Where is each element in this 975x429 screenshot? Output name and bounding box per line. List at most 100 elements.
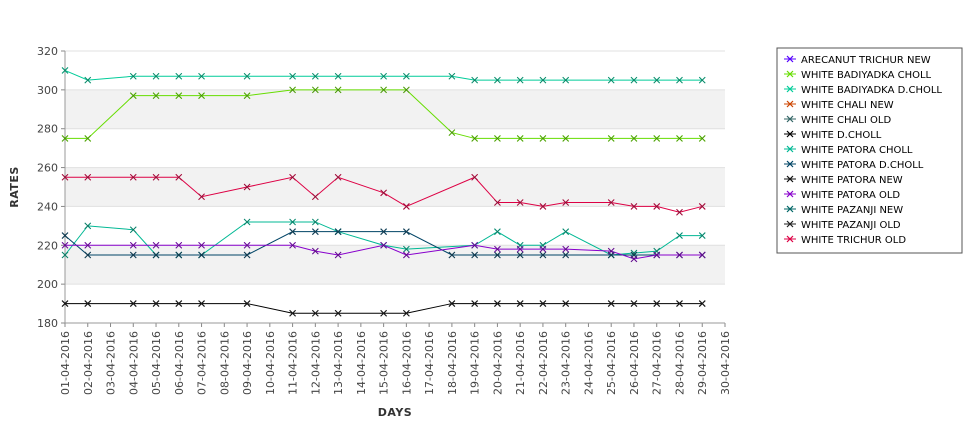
data-point-marker <box>152 241 160 249</box>
legend-label: WHITE PAZANJI NEW <box>801 205 903 216</box>
grid-band <box>65 245 725 285</box>
x-tick-label: 24-04-2016 <box>582 331 595 395</box>
data-point-marker <box>289 72 296 80</box>
legend-item: WHITE BADIYADKA CHOLL <box>784 70 932 81</box>
data-point-marker <box>494 199 501 206</box>
data-point-marker <box>630 255 638 263</box>
data-point-marker <box>61 300 69 307</box>
data-point-marker <box>129 92 137 100</box>
data-point-marker <box>84 241 92 249</box>
data-point-marker <box>243 183 251 191</box>
data-point-marker <box>243 218 251 226</box>
data-point-marker <box>152 92 160 100</box>
data-point-marker <box>539 300 547 307</box>
data-point-marker <box>61 251 69 259</box>
data-point-marker <box>471 135 479 142</box>
data-point-marker <box>175 173 183 181</box>
data-point-marker <box>607 135 615 142</box>
data-point-marker <box>698 251 706 259</box>
data-point-marker <box>84 173 92 181</box>
legend-marker <box>784 205 796 213</box>
x-tick-label: 28-04-2016 <box>673 331 686 395</box>
x-tick-label: 25-04-2016 <box>605 331 618 395</box>
data-point-marker <box>607 300 615 307</box>
x-tick-label: 29-04-2016 <box>696 331 709 395</box>
legend-marker <box>784 235 796 243</box>
data-point-marker <box>334 309 342 317</box>
legend-marker <box>784 175 796 183</box>
data-point-marker <box>311 72 319 80</box>
data-point-marker <box>494 228 501 236</box>
legend-label: WHITE D.CHOLL <box>801 130 882 141</box>
data-point-marker <box>494 251 501 259</box>
x-tick-label: 08-04-2016 <box>218 331 231 395</box>
data-point-marker <box>289 86 296 94</box>
data-point-marker <box>380 72 388 80</box>
legend-item: WHITE PAZANJI NEW <box>784 205 903 216</box>
data-point-marker <box>539 203 547 210</box>
data-point-marker <box>198 193 205 201</box>
y-tick-label: 240 <box>37 200 58 213</box>
legend-label: WHITE BADIYADKA D.CHOLL <box>801 85 942 96</box>
data-point-marker <box>516 251 524 259</box>
data-point-marker <box>380 309 388 317</box>
data-point-marker <box>539 76 547 84</box>
legend-label: WHITE CHALI NEW <box>801 100 894 111</box>
data-point-marker <box>402 245 410 253</box>
x-tick-label: 23-04-2016 <box>560 331 573 395</box>
legend-item: WHITE BADIYADKA D.CHOLL <box>784 85 942 96</box>
x-tick-label: 15-04-2016 <box>378 331 391 395</box>
legend-marker <box>784 145 796 153</box>
data-point-marker <box>630 203 638 210</box>
y-tick-label: 220 <box>37 239 58 252</box>
x-tick-label: 04-04-2016 <box>127 331 140 395</box>
legend-marker <box>784 190 796 198</box>
data-point-marker <box>289 309 296 317</box>
axes <box>64 51 725 324</box>
data-point-marker <box>562 228 570 236</box>
data-point-marker <box>402 203 410 210</box>
data-point-marker <box>676 208 683 216</box>
legend-marker <box>784 55 796 63</box>
data-point-marker <box>516 76 524 84</box>
legend-item: WHITE PATORA CHOLL <box>784 145 913 156</box>
data-point-marker <box>129 300 137 307</box>
legend-marker <box>784 220 796 228</box>
legend-label: WHITE BADIYADKA CHOLL <box>801 70 932 81</box>
data-point-marker <box>676 232 683 239</box>
data-point-marker <box>494 76 501 84</box>
legend-label: WHITE PATORA D.CHOLL <box>801 160 924 171</box>
legend-label: WHITE PAZANJI OLD <box>801 220 901 231</box>
data-point-marker <box>562 300 570 307</box>
data-point-marker <box>630 135 638 142</box>
data-point-marker <box>653 203 661 210</box>
data-point-marker <box>129 173 137 181</box>
grid-band <box>65 206 725 246</box>
data-point-marker <box>402 72 410 80</box>
data-point-marker <box>471 300 479 307</box>
x-tick-label: 30-04-2016 <box>719 331 732 395</box>
data-point-marker <box>311 247 319 255</box>
data-point-marker <box>607 76 615 84</box>
data-point-marker <box>243 72 251 80</box>
y-axis-ticks: 180 200 220 240 260 280 300 320 <box>37 45 65 330</box>
data-point-marker <box>516 245 524 253</box>
data-point-marker <box>175 241 183 249</box>
x-tick-label: 13-04-2016 <box>332 331 345 395</box>
x-tick-label: 10-04-2016 <box>264 331 277 395</box>
x-tick-label: 09-04-2016 <box>241 331 254 395</box>
y-tick-label: 320 <box>37 45 58 58</box>
legend-marker <box>784 130 796 138</box>
data-point-marker <box>198 241 205 249</box>
legend-item: WHITE TRICHUR OLD <box>784 235 906 246</box>
data-point-marker <box>448 251 456 259</box>
data-point-marker <box>676 76 683 84</box>
x-tick-label: 17-04-2016 <box>423 331 436 395</box>
data-point-marker <box>198 72 205 80</box>
legend-item: WHITE PAZANJI OLD <box>784 220 901 231</box>
data-point-marker <box>152 72 160 80</box>
data-point-marker <box>380 241 388 249</box>
data-point-marker <box>448 300 456 307</box>
data-point-marker <box>562 251 570 259</box>
data-point-marker <box>243 92 251 100</box>
